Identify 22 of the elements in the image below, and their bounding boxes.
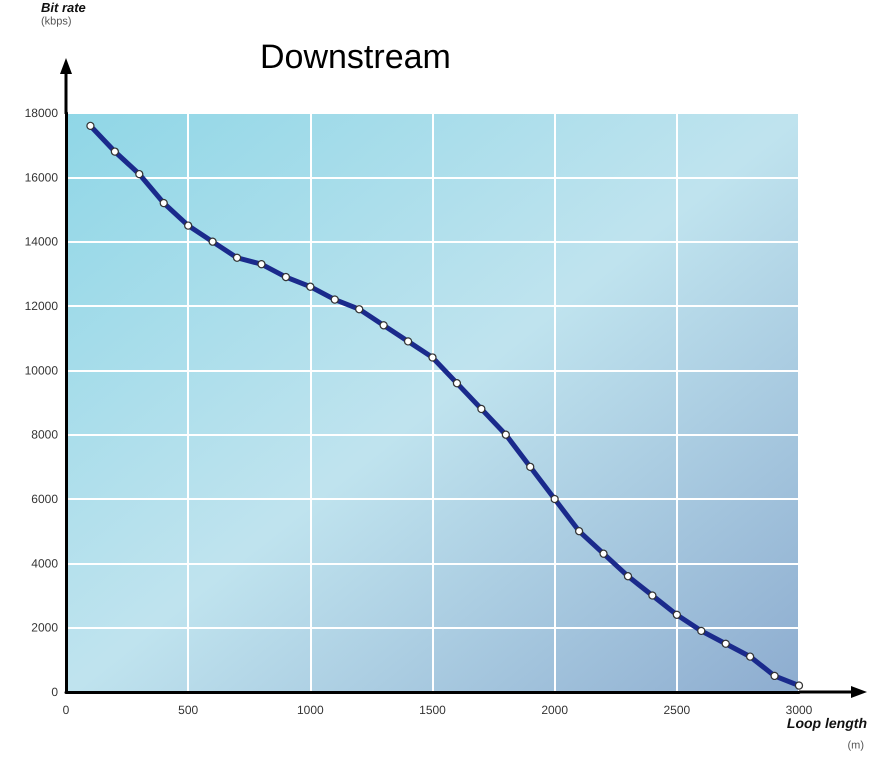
- y-tick-label: 6000: [31, 492, 58, 506]
- text: (m): [848, 740, 864, 752]
- y-tick-label: 18000: [24, 106, 58, 120]
- x-tick-label: 0: [62, 703, 70, 717]
- x-tick-label: 1500: [419, 703, 446, 717]
- x-tick-label: 2000: [541, 703, 568, 717]
- x-axis-title: Loop length: [786, 715, 867, 731]
- y-tick-label: 14000: [24, 234, 58, 249]
- y-tick-label: 2000: [31, 620, 58, 635]
- y-tick-label: 10000: [24, 363, 58, 378]
- x-tick-label: 1000: [296, 703, 324, 717]
- chart-title: Downstream: [260, 38, 451, 76]
- y-tick-label: 4000: [31, 556, 58, 570]
- x-tick-label: 2500: [663, 703, 691, 717]
- text: Bit rate: [41, 0, 86, 15]
- y-tick-label: 16000: [24, 170, 58, 184]
- y-tick-label: 0: [51, 685, 58, 699]
- text: (kbps): [41, 16, 72, 28]
- x-tick-label: 3000: [786, 703, 813, 717]
- y-tick-label: 12000: [24, 299, 58, 313]
- x-tick-label: 500: [178, 703, 198, 717]
- y-tick-label: 8000: [31, 428, 58, 442]
